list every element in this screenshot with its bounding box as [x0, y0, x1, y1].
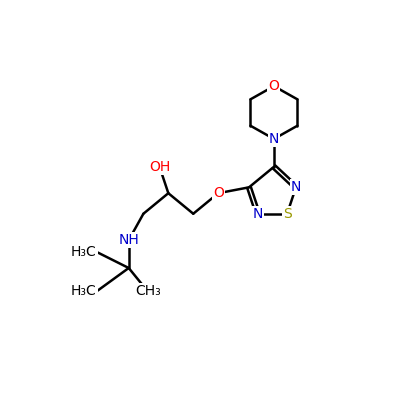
Text: CH₃: CH₃ [135, 284, 161, 298]
Text: S: S [283, 207, 292, 221]
Text: H₃C: H₃C [71, 284, 96, 298]
Text: NH: NH [118, 233, 139, 247]
Text: N: N [253, 207, 263, 221]
Text: O: O [213, 186, 224, 200]
Text: H₃C: H₃C [71, 245, 96, 259]
Text: O: O [268, 79, 279, 93]
Text: OH: OH [149, 160, 170, 174]
Text: N: N [291, 180, 301, 194]
Text: N: N [269, 132, 279, 146]
